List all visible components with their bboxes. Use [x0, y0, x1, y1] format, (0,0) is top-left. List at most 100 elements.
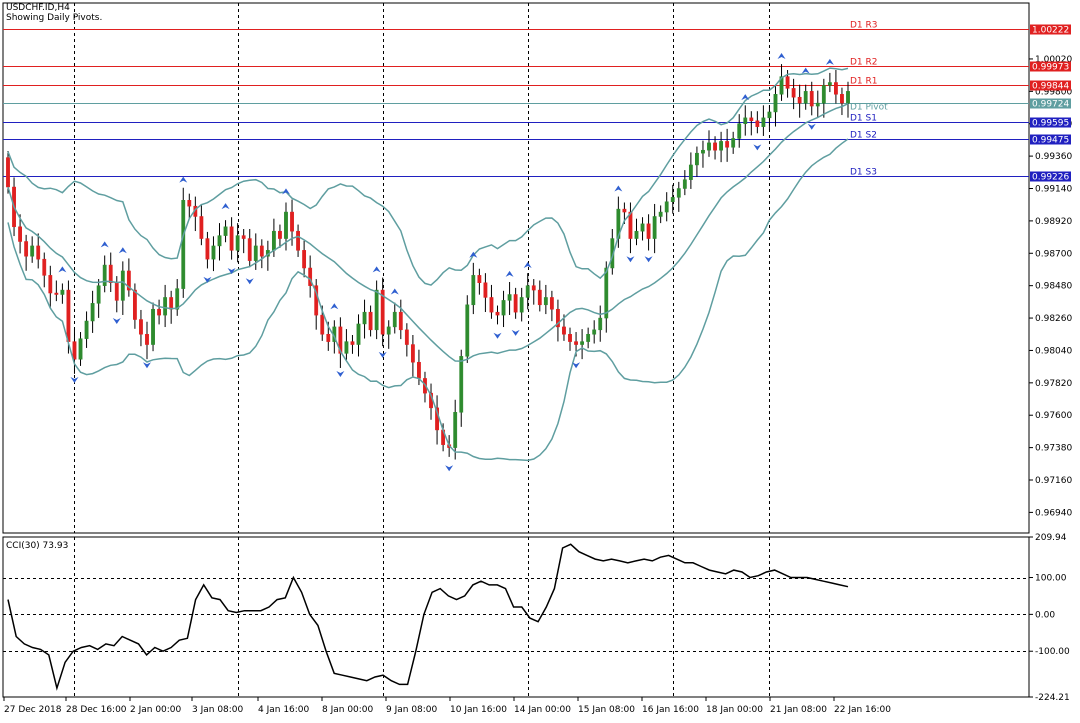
- bull-candle: [586, 334, 591, 342]
- price-tick-label: 0.98480: [1035, 282, 1072, 292]
- price-tick-label: 1.00020: [1035, 55, 1072, 65]
- bear-candle: [417, 361, 421, 379]
- fractal-up-arrow: [469, 251, 478, 258]
- fractal-up-arrow: [614, 185, 623, 192]
- bull-candle: [543, 297, 548, 306]
- bear-candle: [278, 230, 282, 239]
- pivot-price-label: 0.99724: [1032, 100, 1069, 110]
- price-tick-label: 0.99800: [1035, 87, 1072, 97]
- bull-candle: [827, 82, 832, 86]
- bear-candle: [139, 319, 143, 335]
- pivot-price-box: [1030, 98, 1071, 109]
- fractal-up-arrow: [118, 247, 127, 254]
- time-tick-label: 10 Jan 16:00: [450, 705, 507, 715]
- time-tick-label: 18 Jan 00:00: [706, 705, 763, 715]
- bear-candle: [326, 334, 331, 342]
- cci-tick-label: -224.21: [1035, 693, 1070, 703]
- fractal-up-arrow: [523, 262, 532, 268]
- bear-candle: [241, 235, 246, 239]
- bear-candle: [562, 326, 566, 335]
- bear-candle: [72, 341, 77, 360]
- time-tick-label: 27 Dec 2018: [4, 705, 62, 715]
- bull-candle: [670, 197, 675, 202]
- bull-candle: [761, 117, 766, 127]
- bull-candle: [30, 245, 35, 257]
- bull-candle: [676, 188, 681, 198]
- fractal-down-arrow: [572, 362, 581, 369]
- bear-candle: [42, 258, 47, 276]
- bull-candle: [453, 412, 458, 448]
- pivot-price-box: [1030, 61, 1071, 72]
- pivot-price-box: [1030, 24, 1071, 35]
- bull-candle: [120, 270, 125, 301]
- bull-candle: [211, 245, 216, 260]
- bear-candle: [36, 245, 41, 260]
- pivot-name-label: D1 R2: [850, 58, 878, 68]
- price-tick-label: 0.99140: [1035, 185, 1072, 195]
- price-tick-label: 0.97160: [1035, 476, 1072, 486]
- price-tick-label: 0.97380: [1035, 444, 1072, 454]
- bull-candle: [767, 111, 772, 119]
- fractal-up-arrow: [179, 176, 188, 183]
- bull-candle: [151, 308, 155, 345]
- fractal-down-arrow: [753, 144, 762, 151]
- upper-band-line: [7, 67, 849, 286]
- pivot-name-label: D1 R1: [850, 77, 878, 87]
- time-tick-label: 28 Dec 16:00: [66, 705, 127, 715]
- bear-candle: [755, 120, 760, 127]
- price-tick-label: 0.99360: [1035, 152, 1072, 162]
- bear-candle: [302, 250, 307, 269]
- bear-candle: [785, 76, 790, 89]
- bear-candle: [157, 308, 161, 316]
- bear-candle: [247, 238, 252, 261]
- bear-candle: [477, 275, 482, 283]
- price-panel-frame: [2, 2, 1030, 534]
- bear-candle: [713, 142, 717, 151]
- bull-candle: [682, 179, 687, 189]
- bull-candle: [253, 245, 258, 261]
- bear-candle: [556, 308, 560, 328]
- bear-candle: [320, 314, 325, 335]
- bear-candle: [791, 88, 796, 98]
- fractal-down-arrow: [336, 371, 345, 378]
- fractal-up-arrow: [221, 203, 230, 210]
- price-tick-label: 0.98040: [1035, 346, 1072, 356]
- time-tick-label: 16 Jan 16:00: [642, 705, 699, 715]
- bear-candle: [114, 282, 119, 301]
- price-tick-label: 0.97600: [1035, 411, 1072, 421]
- bull-candle: [815, 102, 820, 107]
- bear-candle: [646, 223, 651, 239]
- bull-candle: [223, 226, 228, 236]
- bull-candle: [664, 201, 669, 213]
- bear-candle: [187, 200, 192, 207]
- bull-candle: [604, 267, 609, 319]
- chart-symbol-title: USDCHF.ID,H4: [6, 3, 70, 13]
- pivot-price-label: 0.99226: [1032, 173, 1069, 183]
- fractal-up-arrow: [777, 52, 786, 59]
- fractal-down-arrow: [807, 123, 816, 130]
- cci-panel-frame: [2, 536, 1030, 698]
- cci-tick-label: 209.94: [1035, 533, 1067, 543]
- bear-candle: [132, 289, 137, 320]
- bull-candle: [743, 117, 748, 124]
- bear-candle: [229, 226, 234, 251]
- cci-line: [7, 543, 849, 691]
- bear-candle: [495, 311, 500, 316]
- bear-candle: [537, 289, 542, 306]
- bull-candle: [779, 76, 784, 95]
- price-tick-label: 0.97820: [1035, 379, 1072, 389]
- price-tick-label: 0.96940: [1035, 508, 1072, 518]
- chart-subtitle: Showing Daily Pivots.: [6, 13, 103, 23]
- price-tick-label: 0.98260: [1035, 314, 1072, 324]
- bull-candle: [652, 216, 657, 239]
- fractal-up-arrow: [58, 266, 67, 273]
- bull-candle: [284, 211, 288, 239]
- bull-candle: [471, 275, 476, 306]
- fractal-up-arrow: [741, 94, 750, 101]
- bear-candle: [749, 117, 754, 122]
- bull-candle: [392, 311, 397, 328]
- bear-candle: [290, 211, 294, 232]
- pivot-price-box: [1030, 117, 1071, 128]
- fractal-up-arrow: [825, 58, 834, 65]
- pivot-price-label: 0.99595: [1032, 119, 1069, 129]
